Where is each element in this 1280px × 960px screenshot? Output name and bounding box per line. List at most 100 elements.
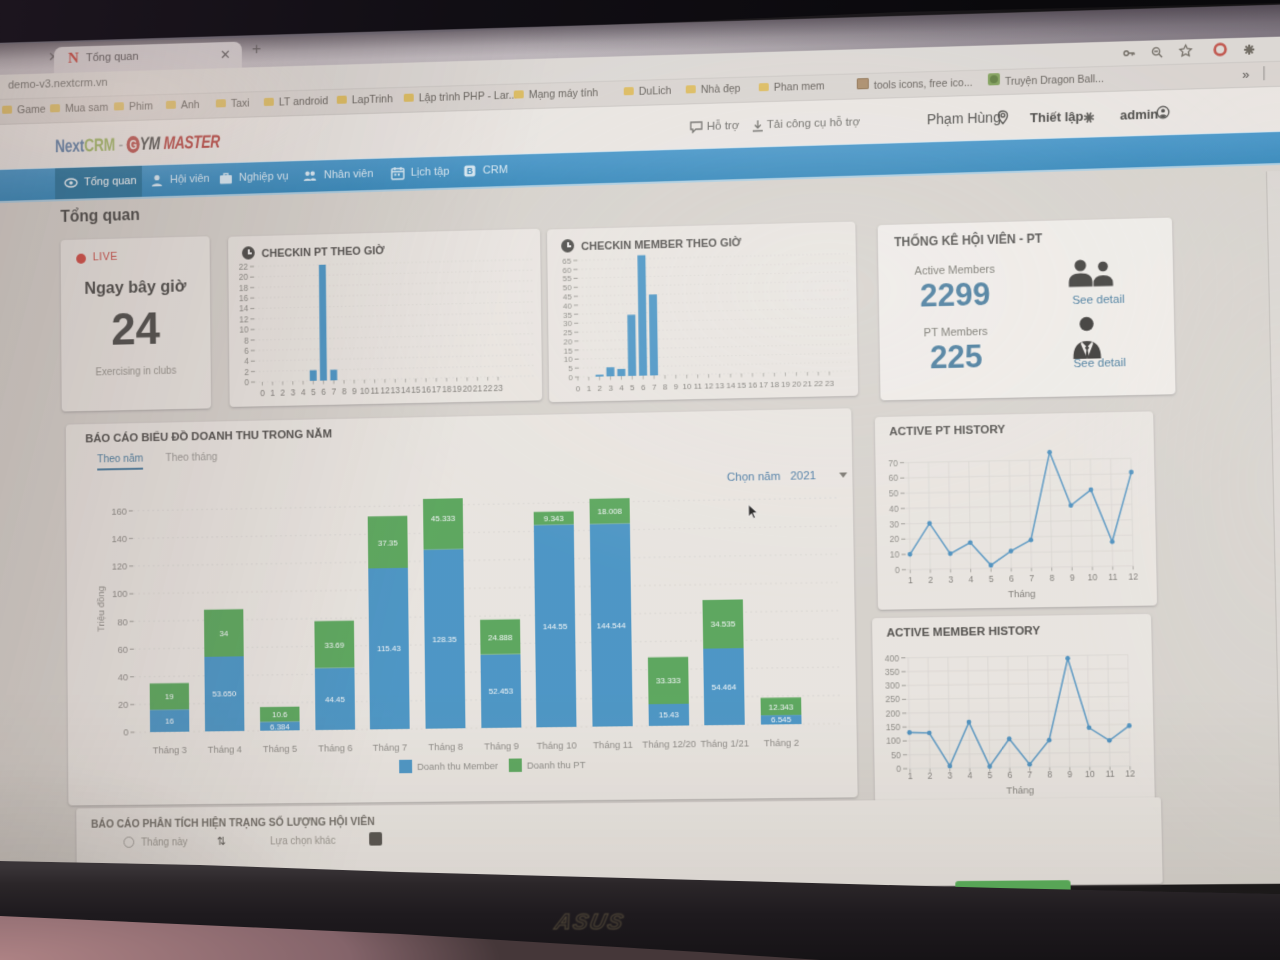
svg-text:18: 18 — [442, 384, 452, 395]
svg-text:6: 6 — [1007, 769, 1012, 780]
svg-text:25: 25 — [563, 328, 573, 338]
svg-text:18.008: 18.008 — [597, 507, 622, 517]
svg-text:Tháng 4: Tháng 4 — [208, 744, 242, 755]
svg-text:14: 14 — [401, 385, 411, 396]
svg-text:2: 2 — [280, 387, 285, 397]
svg-text:7: 7 — [1027, 769, 1032, 780]
svg-text:5: 5 — [311, 387, 316, 397]
svg-text:11: 11 — [370, 385, 379, 396]
svg-text:Tháng 1/21: Tháng 1/21 — [700, 738, 749, 749]
svg-text:16: 16 — [421, 384, 431, 395]
svg-text:B: B — [467, 166, 473, 176]
svg-text:20: 20 — [463, 383, 473, 394]
svg-text:12: 12 — [1128, 571, 1138, 582]
svg-text:6.384: 6.384 — [270, 722, 290, 732]
svg-text:50: 50 — [889, 488, 899, 499]
svg-text:7: 7 — [331, 386, 336, 396]
svg-text:35: 35 — [563, 310, 573, 320]
svg-text:22: 22 — [483, 383, 493, 394]
svg-text:3: 3 — [608, 383, 613, 392]
svg-text:40: 40 — [118, 672, 128, 682]
svg-text:15: 15 — [564, 346, 574, 356]
svg-text:50: 50 — [891, 749, 901, 760]
svg-text:52.453: 52.453 — [489, 687, 514, 697]
svg-text:6.545: 6.545 — [771, 715, 792, 725]
svg-text:15: 15 — [737, 380, 747, 390]
svg-text:0: 0 — [568, 373, 573, 382]
svg-text:34.535: 34.535 — [711, 619, 736, 629]
svg-text:6: 6 — [321, 386, 326, 396]
svg-text:54.464: 54.464 — [712, 682, 737, 692]
svg-text:7: 7 — [652, 382, 657, 391]
svg-text:200: 200 — [886, 708, 901, 719]
svg-text:160: 160 — [111, 506, 127, 517]
svg-text:20: 20 — [239, 272, 249, 283]
svg-text:19: 19 — [165, 692, 174, 701]
svg-text:120: 120 — [112, 561, 128, 572]
svg-text:8: 8 — [1047, 769, 1052, 780]
svg-text:37.35: 37.35 — [378, 538, 399, 548]
svg-text:1: 1 — [908, 771, 913, 782]
svg-text:60: 60 — [118, 644, 128, 654]
svg-text:40: 40 — [563, 301, 573, 311]
svg-text:60: 60 — [563, 265, 573, 275]
svg-text:Tháng 9: Tháng 9 — [484, 741, 519, 752]
svg-text:23: 23 — [825, 379, 835, 389]
svg-text:19: 19 — [781, 380, 790, 390]
svg-text:40: 40 — [889, 503, 899, 514]
svg-text:4: 4 — [301, 387, 306, 397]
svg-text:30: 30 — [563, 319, 573, 329]
svg-text:10: 10 — [1088, 572, 1098, 583]
svg-text:Tháng 12/20: Tháng 12/20 — [642, 739, 696, 750]
svg-text:20: 20 — [118, 700, 128, 710]
svg-text:1: 1 — [908, 575, 913, 586]
svg-text:144.55: 144.55 — [543, 621, 568, 631]
svg-text:0: 0 — [576, 384, 581, 393]
svg-text:140: 140 — [112, 534, 128, 545]
svg-text:12: 12 — [704, 381, 713, 391]
svg-text:Tháng 7: Tháng 7 — [373, 742, 408, 753]
svg-text:144.544: 144.544 — [597, 620, 627, 630]
svg-text:0: 0 — [260, 388, 265, 398]
svg-text:18: 18 — [770, 380, 780, 390]
svg-text:12: 12 — [1125, 768, 1135, 779]
svg-text:65: 65 — [562, 256, 572, 266]
svg-text:Doanh thu PT: Doanh thu PT — [527, 760, 586, 771]
svg-text:1: 1 — [587, 384, 592, 393]
svg-text:Tháng 8: Tháng 8 — [428, 742, 463, 753]
svg-text:11: 11 — [694, 381, 702, 391]
svg-text:8: 8 — [244, 335, 249, 345]
svg-text:8: 8 — [663, 382, 668, 392]
svg-text:128.35: 128.35 — [432, 634, 457, 644]
svg-text:Tháng: Tháng — [1006, 785, 1034, 796]
svg-text:10: 10 — [564, 355, 574, 365]
svg-text:9.343: 9.343 — [544, 514, 565, 524]
svg-text:13: 13 — [715, 381, 725, 391]
svg-text:33.333: 33.333 — [656, 676, 681, 686]
svg-text:Tháng 5: Tháng 5 — [263, 743, 297, 754]
svg-text:8: 8 — [342, 386, 347, 396]
svg-text:30: 30 — [889, 519, 899, 530]
svg-text:3: 3 — [948, 574, 953, 585]
svg-text:4: 4 — [968, 574, 973, 585]
svg-text:Tháng 11: Tháng 11 — [593, 739, 633, 750]
svg-text:0: 0 — [244, 377, 249, 387]
svg-text:10: 10 — [890, 549, 900, 560]
svg-text:14: 14 — [726, 381, 736, 391]
svg-text:44.45: 44.45 — [325, 694, 346, 704]
svg-text:9: 9 — [352, 386, 357, 396]
svg-text:12: 12 — [239, 314, 249, 325]
svg-text:250: 250 — [885, 694, 900, 705]
svg-text:2: 2 — [928, 574, 933, 585]
svg-text:5: 5 — [568, 364, 573, 373]
svg-text:10: 10 — [239, 324, 249, 335]
svg-text:10: 10 — [1085, 769, 1095, 780]
svg-text:3: 3 — [947, 770, 952, 781]
svg-text:8: 8 — [1049, 572, 1054, 583]
svg-text:2: 2 — [928, 770, 933, 781]
svg-text:5: 5 — [987, 770, 992, 781]
svg-text:60: 60 — [888, 473, 898, 484]
svg-text:11: 11 — [1105, 768, 1115, 779]
svg-text:34: 34 — [219, 629, 228, 638]
svg-text:Tháng 10: Tháng 10 — [537, 740, 577, 751]
